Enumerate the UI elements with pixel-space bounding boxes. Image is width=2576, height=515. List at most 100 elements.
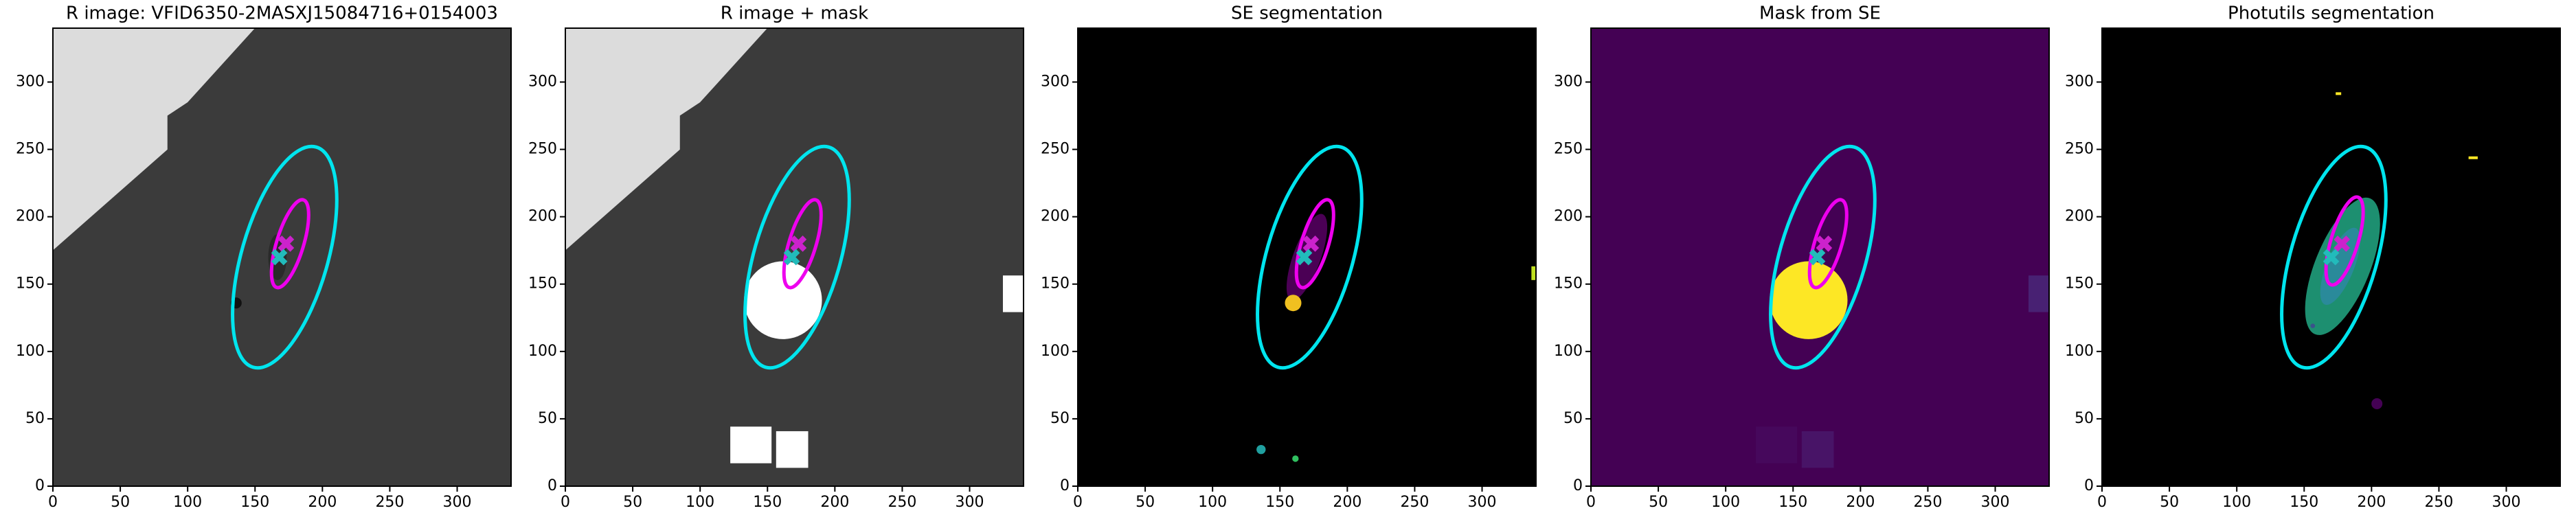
x-tick-label: 250 xyxy=(888,494,916,511)
x-tick-label: 150 xyxy=(2290,494,2318,511)
x-tick-label: 100 xyxy=(1711,494,1740,511)
x-tick-label: 300 xyxy=(443,494,472,511)
center-marker xyxy=(1809,249,1826,266)
panel: SE segmentation 0 50 100 150 200 250 300 0 50 100 1… xyxy=(1041,3,1537,511)
axes-frame xyxy=(52,27,512,487)
aperture-ellipse xyxy=(2280,144,2388,370)
y-tick-label: 150 xyxy=(528,275,557,293)
y-tick-label: 50 xyxy=(25,410,45,427)
center-marker xyxy=(278,236,295,252)
x-tick-label: 100 xyxy=(1198,494,1227,511)
segment xyxy=(1292,455,1299,462)
x-tick-label: 200 xyxy=(2357,494,2386,511)
x-tick-label: 0 xyxy=(1073,494,1083,511)
y-tick-label: 0 xyxy=(1060,477,1070,494)
y-tick-label: 250 xyxy=(1041,141,1070,158)
center-marker xyxy=(1302,236,1320,252)
x-tick-label: 150 xyxy=(1778,494,1807,511)
panel-title: Photutils segmentation xyxy=(2228,3,2434,24)
y-tick-label: 250 xyxy=(1554,141,1583,158)
x-tick-label: 100 xyxy=(2222,494,2251,511)
x-tick-label: 200 xyxy=(820,494,849,511)
center-marker xyxy=(1296,249,1313,266)
axes-frame xyxy=(1590,27,2050,487)
axes-frame xyxy=(1077,27,1537,487)
y-tick-label: 200 xyxy=(2065,208,2094,225)
segment xyxy=(1285,295,1302,312)
x-tick-label: 50 xyxy=(623,494,642,511)
aperture-ellipse xyxy=(269,198,310,290)
y-tick-label: 100 xyxy=(1554,343,1583,360)
x-tick-label: 0 xyxy=(1586,494,1596,511)
mask-region xyxy=(1756,426,1798,464)
y-tick-label: 300 xyxy=(528,73,557,90)
panel-title: Mask from SE xyxy=(1759,3,1881,24)
x-tick-label: 100 xyxy=(686,494,714,511)
mask-region xyxy=(1770,261,1848,339)
y-tick-label: 100 xyxy=(1041,343,1070,360)
y-tick-label: 0 xyxy=(547,477,557,494)
y-tick-label: 50 xyxy=(2075,410,2094,427)
y-tick-label: 0 xyxy=(35,477,45,494)
panel: R image + mask 0 50 100 150 200 250 300 0 50 100 15… xyxy=(528,3,1024,511)
x-tick-label: 250 xyxy=(1400,494,1429,511)
y-tick-label: 200 xyxy=(16,208,45,225)
x-tick-label: 300 xyxy=(1981,494,2010,511)
mask-region xyxy=(2028,275,2049,312)
y-tick-label: 300 xyxy=(2065,73,2094,90)
axes-frame xyxy=(565,27,1024,487)
image xyxy=(53,28,511,486)
y-tick-label: 250 xyxy=(528,141,557,158)
panel-title: SE segmentation xyxy=(1231,3,1383,24)
y-tick-label: 200 xyxy=(1041,208,1070,225)
x-tick-label: 0 xyxy=(561,494,570,511)
aperture-ellipse xyxy=(1769,144,1877,370)
y-tick-label: 200 xyxy=(1554,208,1583,225)
x-tick-label: 50 xyxy=(1136,494,1155,511)
y-tick-label: 250 xyxy=(16,141,45,158)
x-tick-label: 300 xyxy=(1468,494,1497,511)
x-tick-label: 300 xyxy=(956,494,984,511)
axes-frame xyxy=(2101,27,2561,487)
segment xyxy=(2468,156,2478,159)
y-tick-label: 150 xyxy=(1041,275,1070,293)
image xyxy=(1078,28,1536,486)
mask-region xyxy=(744,261,822,339)
x-tick-label: 50 xyxy=(1649,494,1668,511)
segment xyxy=(2336,92,2342,95)
segment xyxy=(1256,444,1266,455)
mask-region xyxy=(1801,431,1834,468)
y-tick-label: 0 xyxy=(2084,477,2094,494)
x-tick-label: 150 xyxy=(1265,494,1294,511)
x-tick-label: 250 xyxy=(375,494,404,511)
y-tick-label: 50 xyxy=(538,410,557,427)
y-tick-label: 150 xyxy=(16,275,45,293)
segment xyxy=(2310,323,2316,328)
x-tick-label: 300 xyxy=(2492,494,2521,511)
x-tick-label: 100 xyxy=(173,494,202,511)
x-tick-label: 0 xyxy=(48,494,58,511)
y-tick-label: 150 xyxy=(1554,275,1583,293)
mask-region xyxy=(1002,275,1024,312)
panel: Mask from SE 0 50 100 150 200 250 300 0 50 100 150 2… xyxy=(1554,3,2050,511)
y-tick-label: 300 xyxy=(1041,73,1070,90)
panel-title: R image + mask xyxy=(721,3,869,24)
panel: R image: VFID6350-2MASXJ15084716+0154003… xyxy=(16,3,512,511)
center-marker xyxy=(271,249,288,266)
segment xyxy=(1531,266,1536,280)
saturated-region xyxy=(53,28,256,251)
image xyxy=(1591,28,2049,486)
x-tick-label: 50 xyxy=(111,494,130,511)
x-tick-label: 250 xyxy=(2424,494,2453,511)
aperture-ellipse xyxy=(782,198,823,290)
y-tick-label: 100 xyxy=(528,343,557,360)
saturated-region xyxy=(565,28,768,251)
segment xyxy=(2371,398,2383,409)
y-tick-label: 100 xyxy=(16,343,45,360)
y-tick-label: 150 xyxy=(2065,275,2094,293)
y-tick-label: 200 xyxy=(528,208,557,225)
panel: Photutils segmentation 0 50 100 150 200 250 300… xyxy=(2065,3,2561,511)
panel-title: R image: VFID6350-2MASXJ15084716+0154003 xyxy=(66,3,498,24)
y-tick-label: 50 xyxy=(1563,410,1583,427)
